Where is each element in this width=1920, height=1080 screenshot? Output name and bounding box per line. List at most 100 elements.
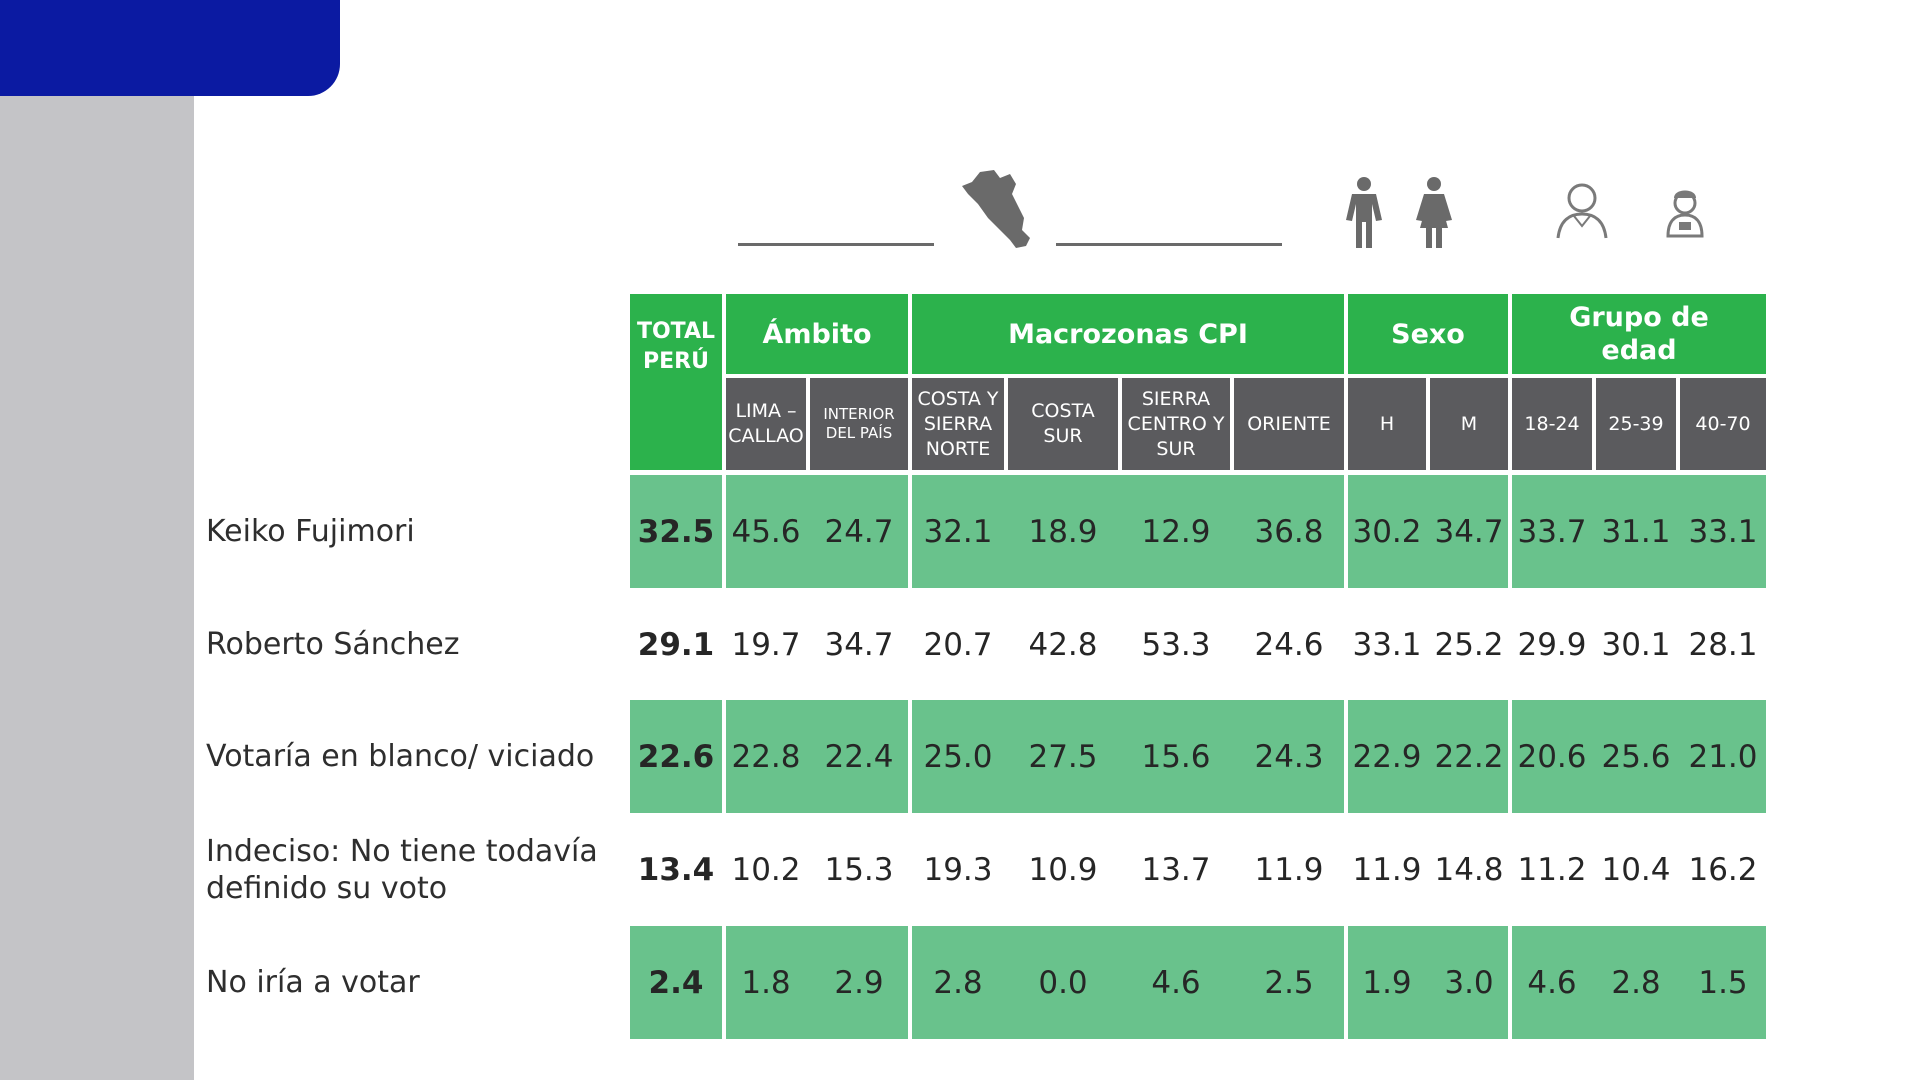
value-cell: 1.5 [1698, 964, 1748, 1001]
older-person-icon [1666, 190, 1704, 238]
header-sub-3: COSTA SUR [1008, 378, 1118, 470]
value-cell: 45.6 [731, 513, 801, 550]
header-sub-6: H [1348, 378, 1426, 470]
row-shade [726, 475, 908, 588]
value-cell: 1.8 [741, 964, 791, 1001]
value-cell: 21.0 [1688, 738, 1758, 775]
row-shade [1512, 926, 1766, 1039]
row-shade [1512, 475, 1766, 588]
value-cell: 28.1 [1688, 626, 1758, 663]
peru-map-icon [962, 170, 1030, 248]
value-cell: 25.6 [1601, 738, 1671, 775]
header-sub-9: 25-39 [1596, 378, 1676, 470]
value-cell: 2.8 [1611, 964, 1661, 1001]
header-sub-5: ORIENTE [1234, 378, 1344, 470]
total-value-cell: 22.6 [637, 738, 715, 775]
header-group-0: Ámbito [726, 294, 908, 374]
row-shade [912, 475, 1344, 588]
value-cell: 14.8 [1434, 851, 1504, 888]
header-group-3: Grupo de edad [1512, 294, 1766, 374]
value-cell: 2.5 [1264, 964, 1314, 1001]
corner-banner [0, 0, 340, 96]
row-label: Votaría en blanco/ viciado [206, 739, 595, 774]
value-cell: 31.1 [1601, 513, 1671, 550]
header-sub-7: M [1430, 378, 1508, 470]
woman-icon [1416, 177, 1452, 248]
row-shade [1348, 475, 1508, 588]
value-cell: 4.6 [1151, 964, 1201, 1001]
row-shade [630, 475, 722, 588]
header-sub-10: 40-70 [1680, 378, 1766, 470]
value-cell: 0.0 [1038, 964, 1088, 1001]
total-value-cell: 13.4 [637, 851, 715, 888]
total-value-cell: 29.1 [637, 626, 715, 663]
header-total-peru: TOTAL PERÚ [630, 294, 722, 470]
value-cell: 36.8 [1254, 513, 1324, 550]
value-cell: 22.8 [731, 738, 801, 775]
decorative-line-right [1056, 243, 1282, 246]
header-sub-0: LIMA – CALLAO [726, 378, 806, 470]
row-shade [630, 700, 722, 813]
value-cell: 53.3 [1141, 626, 1211, 663]
header-group-2: Sexo [1348, 294, 1508, 374]
value-cell: 32.1 [923, 513, 993, 550]
row-label: Keiko Fujimori [206, 514, 415, 549]
header-sub-1: INTERIOR DEL PAÍS [810, 378, 908, 470]
row-shade [912, 926, 1344, 1039]
value-cell: 22.4 [824, 738, 894, 775]
value-cell: 10.2 [731, 851, 801, 888]
row-shade [726, 700, 908, 813]
total-value-cell: 2.4 [648, 964, 704, 1001]
value-cell: 15.6 [1141, 738, 1211, 775]
value-cell: 24.3 [1254, 738, 1324, 775]
row-label: Roberto Sánchez [206, 627, 460, 662]
header-sub-2: COSTA Y SIERRA NORTE [912, 378, 1004, 470]
value-cell: 27.5 [1028, 738, 1098, 775]
sidebar-panel [0, 0, 194, 1080]
row-label: Indeciso: No tiene todavía definido su v… [206, 833, 598, 906]
value-cell: 22.9 [1352, 738, 1422, 775]
value-cell: 24.6 [1254, 626, 1324, 663]
value-cell: 19.3 [923, 851, 993, 888]
value-cell: 2.8 [933, 964, 983, 1001]
row-shade [630, 926, 722, 1039]
man-icon [1346, 177, 1382, 248]
value-cell: 33.7 [1517, 513, 1587, 550]
value-cell: 13.7 [1141, 851, 1211, 888]
header-sub-4: SIERRA CENTRO Y SUR [1122, 378, 1230, 470]
value-cell: 11.2 [1517, 851, 1587, 888]
value-cell: 10.9 [1028, 851, 1098, 888]
row-shade [912, 700, 1344, 813]
value-cell: 25.2 [1434, 626, 1504, 663]
value-cell: 29.9 [1517, 626, 1587, 663]
value-cell: 24.7 [824, 513, 894, 550]
value-cell: 25.0 [923, 738, 993, 775]
value-cell: 34.7 [824, 626, 894, 663]
value-cell: 15.3 [824, 851, 894, 888]
value-cell: 20.7 [923, 626, 993, 663]
value-cell: 11.9 [1254, 851, 1324, 888]
row-shade [726, 926, 908, 1039]
value-cell: 33.1 [1352, 626, 1422, 663]
value-cell: 2.9 [834, 964, 884, 1001]
value-cell: 12.9 [1141, 513, 1211, 550]
value-cell: 3.0 [1444, 964, 1494, 1001]
value-cell: 11.9 [1352, 851, 1422, 888]
value-cell: 16.2 [1688, 851, 1758, 888]
header-group-1: Macrozonas CPI [912, 294, 1344, 374]
row-label: No iría a votar [206, 965, 420, 1000]
total-value-cell: 32.5 [637, 513, 715, 550]
value-cell: 18.9 [1028, 513, 1098, 550]
value-cell: 10.4 [1601, 851, 1671, 888]
value-cell: 22.2 [1434, 738, 1504, 775]
value-cell: 30.2 [1352, 513, 1422, 550]
value-cell: 4.6 [1527, 964, 1577, 1001]
row-shade [1348, 700, 1508, 813]
value-cell: 34.7 [1434, 513, 1504, 550]
value-cell: 30.1 [1601, 626, 1671, 663]
decorative-line-left [738, 243, 934, 246]
header-sub-8: 18-24 [1512, 378, 1592, 470]
young-person-icon [1556, 183, 1608, 239]
row-shade [1512, 700, 1766, 813]
row-shade [1348, 926, 1508, 1039]
